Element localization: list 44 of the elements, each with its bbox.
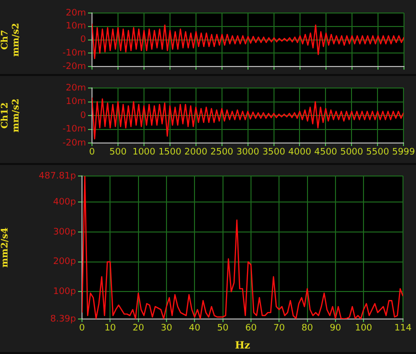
x-tick-label: 1000 (132, 148, 156, 158)
y-tick-label: 200p (53, 257, 76, 268)
x-tick-label: 114 (394, 324, 412, 334)
y-tick-label: -10m (62, 124, 86, 135)
y-tick-label: -10m (62, 48, 86, 59)
y-axis-title: Ch12 mm/s2 (0, 98, 22, 132)
x-tick-label: 500 (109, 148, 127, 158)
x-tick-label: 20 (132, 324, 144, 334)
x-tick-label: 4000 (288, 148, 312, 158)
y-tick-label: 0 (80, 35, 86, 46)
x-axis-title: Hz (234, 340, 250, 352)
y-tick-label: 100p (53, 287, 76, 298)
y-tick-label: 487.81p (38, 171, 76, 182)
y-tick-label: 300p (53, 227, 76, 238)
y-tick-label: -20m (62, 62, 86, 72)
x-tick-label: 10 (104, 324, 116, 334)
x-tick-label: 2000 (184, 148, 208, 158)
y-tick-label: 400p (53, 198, 76, 208)
y-tick-label: 20m (66, 83, 86, 94)
x-tick-label: 80 (302, 324, 314, 334)
x-tick-label: 2500 (210, 148, 234, 158)
y-tick-label: 0 (80, 110, 86, 121)
x-tick-label: 0 (89, 148, 96, 158)
x-tick-label: 3500 (262, 148, 286, 158)
x-tick-label: 5000 (340, 148, 364, 158)
x-tick-label: 70 (273, 324, 286, 334)
y-tick-label: 20m (66, 8, 86, 18)
y-axis-title: mm2/s4 (0, 228, 11, 268)
y-tick-label: 10m (66, 97, 86, 108)
y-tick-label: 10m (66, 22, 86, 32)
x-tick-label: 4500 (314, 148, 338, 158)
x-tick-label: 60 (245, 324, 257, 334)
x-tick-label: 1500 (158, 148, 182, 158)
x-tick-label: 90 (330, 324, 342, 334)
y-tick-label: -20m (62, 138, 86, 148)
x-tick-label: 5999 (392, 148, 416, 158)
x-tick-label: 5500 (366, 148, 390, 158)
y-tick-label: 8.39p (50, 314, 76, 324)
x-tick-label: 3000 (236, 148, 260, 158)
x-tick-label: 50 (217, 324, 229, 334)
x-tick-label: 100 (354, 324, 372, 334)
y-axis-title: Ch7 mm/s2 (0, 22, 22, 57)
x-tick-label: 30 (160, 324, 172, 334)
x-tick-label: 40 (188, 324, 201, 334)
